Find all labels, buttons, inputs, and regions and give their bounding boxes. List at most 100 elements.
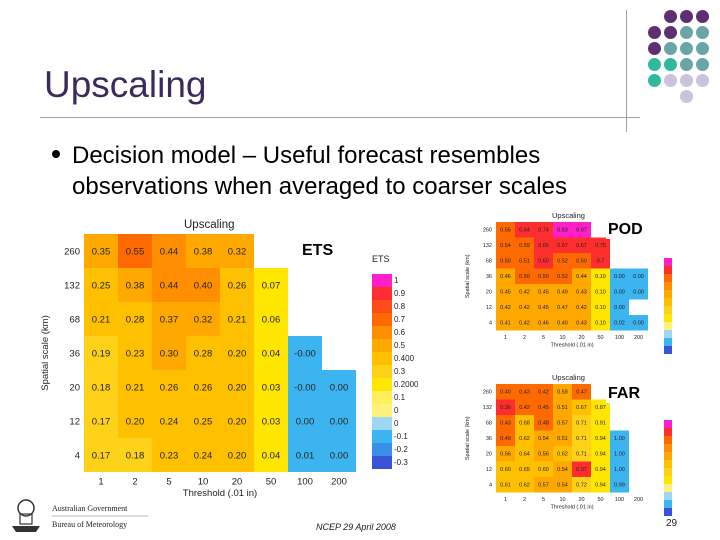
x-tick-label: 1 [504, 335, 507, 341]
heatmap-cell [186, 404, 220, 438]
decorative-dot [664, 10, 677, 23]
heatmap-cell [84, 268, 118, 302]
cell-value-label: 0.56 [538, 452, 549, 458]
colorbar-segment [664, 330, 672, 338]
heatmap-cell [84, 234, 118, 268]
colorbar-label: 0 [394, 406, 399, 415]
heatmap-cell [591, 399, 610, 415]
heatmap-cell [288, 438, 322, 472]
x-tick-label: 200 [634, 335, 643, 341]
heatmap-cell [496, 477, 515, 493]
heatmap-cell [610, 268, 629, 284]
colorbar-label: 0 [394, 419, 399, 428]
heatmap-cell [515, 399, 534, 415]
x-tick-label: 5 [166, 477, 171, 488]
heatmap-cell [610, 415, 629, 431]
decorative-dot [680, 58, 693, 71]
colorbar-segment [664, 500, 672, 508]
x-tick-label: 100 [297, 477, 313, 488]
cell-value-label: 0.50 [538, 274, 549, 280]
colorbar-segment [664, 492, 672, 500]
heatmap-cell [186, 370, 220, 404]
heatmap-cell [152, 302, 186, 336]
title-divider-vertical [626, 10, 627, 132]
slide-title: Upscaling [44, 64, 207, 105]
decorative-dot [664, 58, 677, 71]
cell-value-label: 0.43 [500, 421, 511, 427]
x-axis-label: Threshold (.01 in) [550, 343, 593, 349]
heatmap-cell [572, 237, 591, 253]
cell-value-label: 0.57 [557, 421, 568, 427]
cell-value-label: 0.87 [595, 405, 606, 411]
logo-line-1: Australian Government [52, 504, 128, 513]
cell-value-label: 0.38 [194, 246, 213, 257]
heatmap-cell [496, 222, 515, 238]
colorbar-segment [664, 338, 672, 346]
cell-value-label: 0.43 [576, 290, 587, 296]
heatmap-cell [572, 461, 591, 477]
colorbar-segment [664, 314, 672, 322]
heatmap-cell [186, 438, 220, 472]
heatmap-cell [591, 253, 610, 269]
cell-value-label: 0.37 [576, 467, 587, 473]
cell-value-label: 0.28 [194, 348, 213, 359]
colorbar-segment [372, 391, 392, 404]
cell-value-label: 0.94 [595, 436, 606, 442]
heatmap-cell [591, 237, 610, 253]
cell-value-label: 0.50 [576, 259, 587, 265]
heatmap-cell [553, 430, 572, 446]
cell-value-label: 0.00 [614, 290, 625, 296]
x-tick-label: 100 [615, 335, 624, 341]
heatmap-cell [553, 461, 572, 477]
colorbar-segment [664, 266, 672, 274]
colorbar-label: 0.7 [394, 315, 406, 324]
heatmap-cell [496, 384, 515, 400]
cell-value-label: 0.55 [126, 246, 145, 257]
heatmap-cell [591, 384, 610, 400]
cell-value-label: 0.24 [194, 450, 213, 461]
colorbar-segment [664, 306, 672, 314]
heatmap-cell [629, 237, 648, 253]
heatmap-cell [591, 299, 610, 315]
cell-value-label: 0.25 [92, 280, 111, 291]
cell-value-label: 0.10 [595, 274, 606, 280]
heatmap-cell [572, 430, 591, 446]
colorbar-segment [664, 460, 672, 468]
cell-value-label: 0.04 [262, 348, 281, 359]
x-tick-label: 200 [331, 477, 347, 488]
heatmap-cell [254, 404, 288, 438]
colorbar-label: 0.2000 [394, 380, 419, 389]
heatmap-cell [84, 404, 118, 438]
cell-value-label: 0.48 [538, 421, 549, 427]
cell-value-label: 0.99 [614, 483, 625, 489]
cell-value-label: 0.00 [633, 290, 644, 296]
heatmap-cell [629, 315, 648, 331]
cell-value-label: 0.56 [500, 452, 511, 458]
cell-value-label: 0.44 [160, 246, 179, 257]
chart-title: Upscaling [552, 373, 585, 382]
colorbar-segment [372, 404, 392, 417]
cell-value-label: -0.00 [294, 348, 316, 359]
cell-value-label: 0.46 [538, 321, 549, 327]
cell-value-label: 1.00 [614, 452, 625, 458]
heatmap-cell [572, 315, 591, 331]
decorative-dot [680, 90, 693, 103]
heatmap-cell [322, 404, 356, 438]
cell-value-label: 0.66 [538, 243, 549, 249]
decorative-dot [696, 58, 709, 71]
cell-value-label: 0.28 [126, 314, 145, 325]
cell-value-label: 0.60 [538, 259, 549, 265]
cell-value-label: 0.51 [557, 436, 568, 442]
cell-value-label: 0.43 [519, 390, 530, 396]
cell-value-label: 0.62 [519, 436, 530, 442]
ets-colorbar [372, 274, 392, 469]
y-axis-label: Spatial scale (km) [40, 315, 51, 391]
heatmap-cell [220, 302, 254, 336]
cell-value-label: 0.02 [614, 321, 625, 327]
heatmap-cell [629, 446, 648, 462]
heatmap-cell [515, 268, 534, 284]
heatmap-cell [186, 234, 220, 268]
heatmap-cell [322, 336, 356, 370]
x-tick-label: 20 [232, 477, 243, 488]
y-tick-label: 36 [486, 436, 492, 442]
